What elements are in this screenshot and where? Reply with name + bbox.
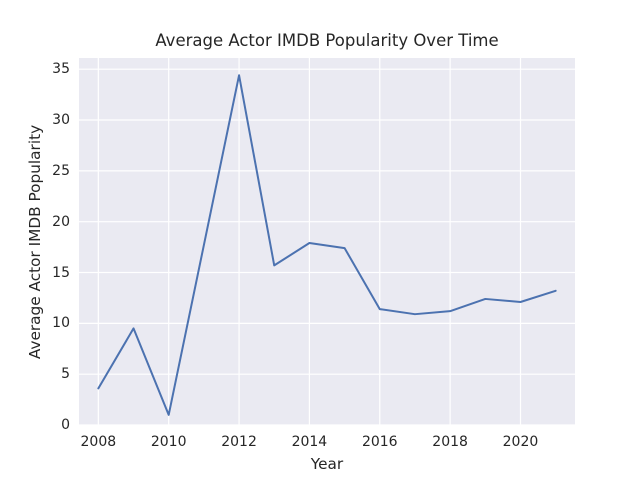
x-tick-label: 2010	[150, 434, 187, 450]
y-tick-label: 30	[52, 112, 70, 128]
y-tick-label: 5	[61, 366, 70, 383]
x-axis-label: Year	[310, 455, 344, 473]
plot-area	[79, 58, 575, 425]
x-tick-label: 2016	[361, 434, 398, 450]
y-tick-label: 35	[52, 61, 70, 78]
y-tick-label: 10	[52, 315, 70, 332]
chart-title: Average Actor IMDB Popularity Over Time	[155, 31, 499, 50]
y-tick-label: 25	[52, 162, 70, 179]
x-tick-label: 2020	[502, 434, 539, 450]
y-tick-label: 20	[52, 213, 70, 230]
x-tick-label: 2014	[291, 434, 328, 450]
y-tick-label: 0	[61, 417, 70, 433]
x-tick-label: 2018	[432, 434, 468, 450]
y-tick-label: 15	[52, 264, 70, 281]
data-line	[97, 74, 557, 416]
x-tick-label: 2008	[80, 434, 117, 450]
x-tick-label: 2012	[221, 434, 257, 450]
